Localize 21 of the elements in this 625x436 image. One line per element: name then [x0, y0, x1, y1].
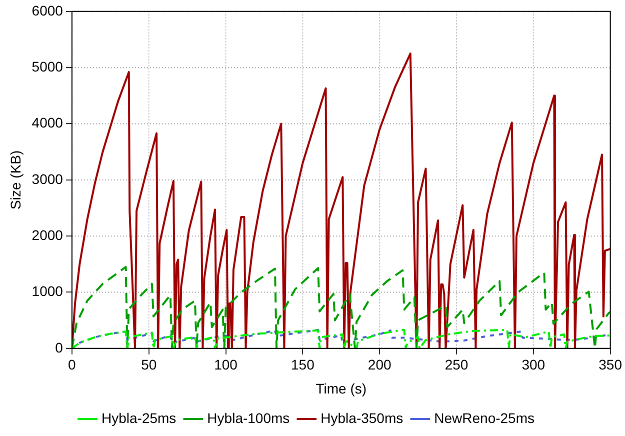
x-tick-label: 350: [598, 356, 622, 373]
y-tick-label: 3000: [32, 170, 64, 187]
x-tick-label: 250: [444, 356, 468, 373]
legend-label: Hybla-350ms: [320, 410, 404, 426]
y-tick-label: 6000: [32, 2, 64, 18]
y-tick-label: 5000: [32, 58, 64, 74]
legend-label: Hybla-100ms: [207, 410, 290, 426]
y-tick-label: 4000: [32, 114, 64, 131]
x-tick-label: 300: [522, 356, 546, 373]
y-tick-label: 1000: [32, 283, 64, 300]
legend-label: NewReno-25ms: [434, 410, 535, 426]
x-tick-label: 100: [214, 356, 238, 373]
y-tick-label: 0: [55, 339, 64, 356]
y-tick-label: 2000: [32, 226, 64, 243]
x-tick-label: 50: [141, 356, 157, 373]
x-tick-label: 200: [368, 356, 392, 373]
x-tick-label: 0: [68, 356, 76, 373]
x-tick-label: 150: [291, 356, 315, 373]
legend-label: Hybla-25ms: [101, 410, 176, 426]
x-axis-title: Time (s): [316, 380, 367, 396]
y-axis-title: Size (KB): [7, 150, 24, 210]
